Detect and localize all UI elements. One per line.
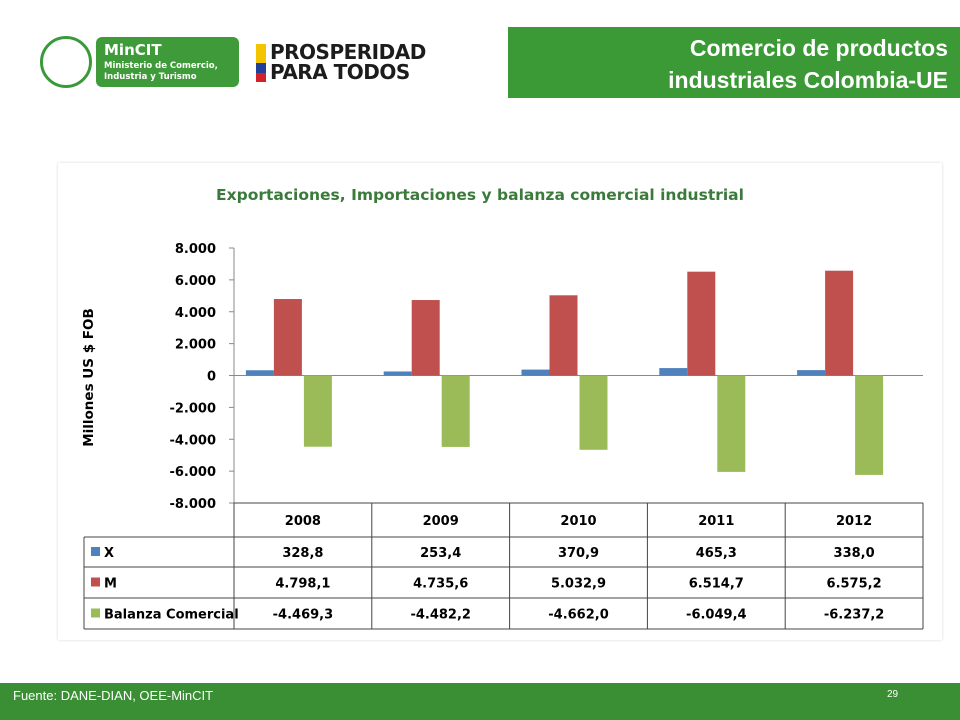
bar-x [521, 369, 550, 376]
mincit-line2: Industria y Turismo [104, 72, 197, 82]
legend-label: M [104, 577, 117, 592]
y-tick-label: 6.000 [175, 274, 216, 289]
mincit-line1: Ministerio de Comercio, [104, 61, 218, 71]
data-table-value: 5.032,9 [551, 577, 606, 592]
data-table-value: 4.798,1 [275, 577, 330, 592]
data-table-value: 370,9 [558, 546, 599, 561]
y-tick-label: -2.000 [169, 401, 216, 416]
bar-x [659, 368, 688, 376]
flag-icon [256, 44, 266, 82]
data-table-value: -6.049,4 [686, 608, 747, 623]
legend-swatch [91, 547, 100, 556]
x-category-label: 2010 [560, 514, 596, 529]
data-table-value: 6.575,2 [827, 577, 882, 592]
bar-balanza-comercial [855, 375, 884, 475]
data-table-value: -4.482,2 [410, 608, 471, 623]
footer-source: Fuente: DANE-DIAN, OEE-MinCIT [13, 688, 214, 703]
legend-swatch [91, 608, 100, 618]
bar-x [245, 370, 274, 376]
bar-m [825, 270, 854, 376]
bar-m [411, 300, 440, 376]
prosperidad-logo: PROSPERIDAD PARA TODOS [270, 42, 426, 82]
data-table-value: 338,0 [834, 546, 875, 561]
data-table-value: 4.735,6 [413, 577, 468, 592]
header-title-line2: industriales Colombia-UE [668, 67, 948, 93]
bar-x [797, 370, 826, 376]
y-tick-label: 8.000 [175, 242, 216, 257]
x-category-label: 2009 [423, 514, 459, 529]
y-tick-label: 0 [207, 370, 216, 385]
bar-m [549, 295, 578, 376]
y-tick-label: 2.000 [175, 338, 216, 353]
prosperidad-line2: PARA TODOS [270, 60, 410, 84]
y-tick-label: -6.000 [169, 465, 216, 480]
chart-frame [58, 163, 942, 640]
bar-x [383, 371, 412, 376]
x-category-label: 2012 [836, 514, 872, 529]
header-title-line1: Comercio de productos [689, 35, 948, 61]
data-table-value: 465,3 [696, 546, 737, 561]
legend-label: X [104, 546, 114, 561]
mincit-name: MinCIT [104, 41, 162, 59]
data-table-value: 253,4 [420, 546, 461, 561]
data-table-value: -4.662,0 [548, 608, 609, 623]
y-tick-label: -8.000 [169, 497, 216, 512]
y-tick-label: 4.000 [175, 306, 216, 321]
legend-swatch [91, 577, 100, 587]
bar-balanza-comercial [579, 375, 608, 450]
mincit-logo: MinCIT Ministerio de Comercio, Industria… [96, 37, 239, 87]
x-category-label: 2008 [285, 514, 321, 529]
data-table-value: -6.237,2 [824, 608, 885, 623]
bar-balanza-comercial [303, 375, 332, 447]
footer-bar [0, 683, 960, 720]
data-table-value: 6.514,7 [689, 577, 744, 592]
prosperidad-line1: PROSPERIDAD [270, 40, 426, 64]
colombia-seal-logo [40, 36, 92, 88]
data-table-value: -4.469,3 [273, 608, 334, 623]
bar-m [687, 271, 716, 376]
bar-balanza-comercial [717, 375, 746, 472]
y-axis-label: Millones US $ FOB [81, 308, 97, 447]
x-category-label: 2011 [698, 514, 734, 529]
header-title-box: Comercio de productos industriales Colom… [508, 27, 960, 98]
y-tick-label: -4.000 [169, 433, 216, 448]
data-table-value: 328,8 [282, 546, 323, 561]
page-number: 29 [887, 689, 899, 700]
chart-title: Exportaciones, Importaciones y balanza c… [216, 186, 744, 204]
bar-balanza-comercial [441, 375, 470, 447]
legend-label: Balanza Comercial [104, 608, 239, 623]
bar-m [273, 299, 302, 376]
